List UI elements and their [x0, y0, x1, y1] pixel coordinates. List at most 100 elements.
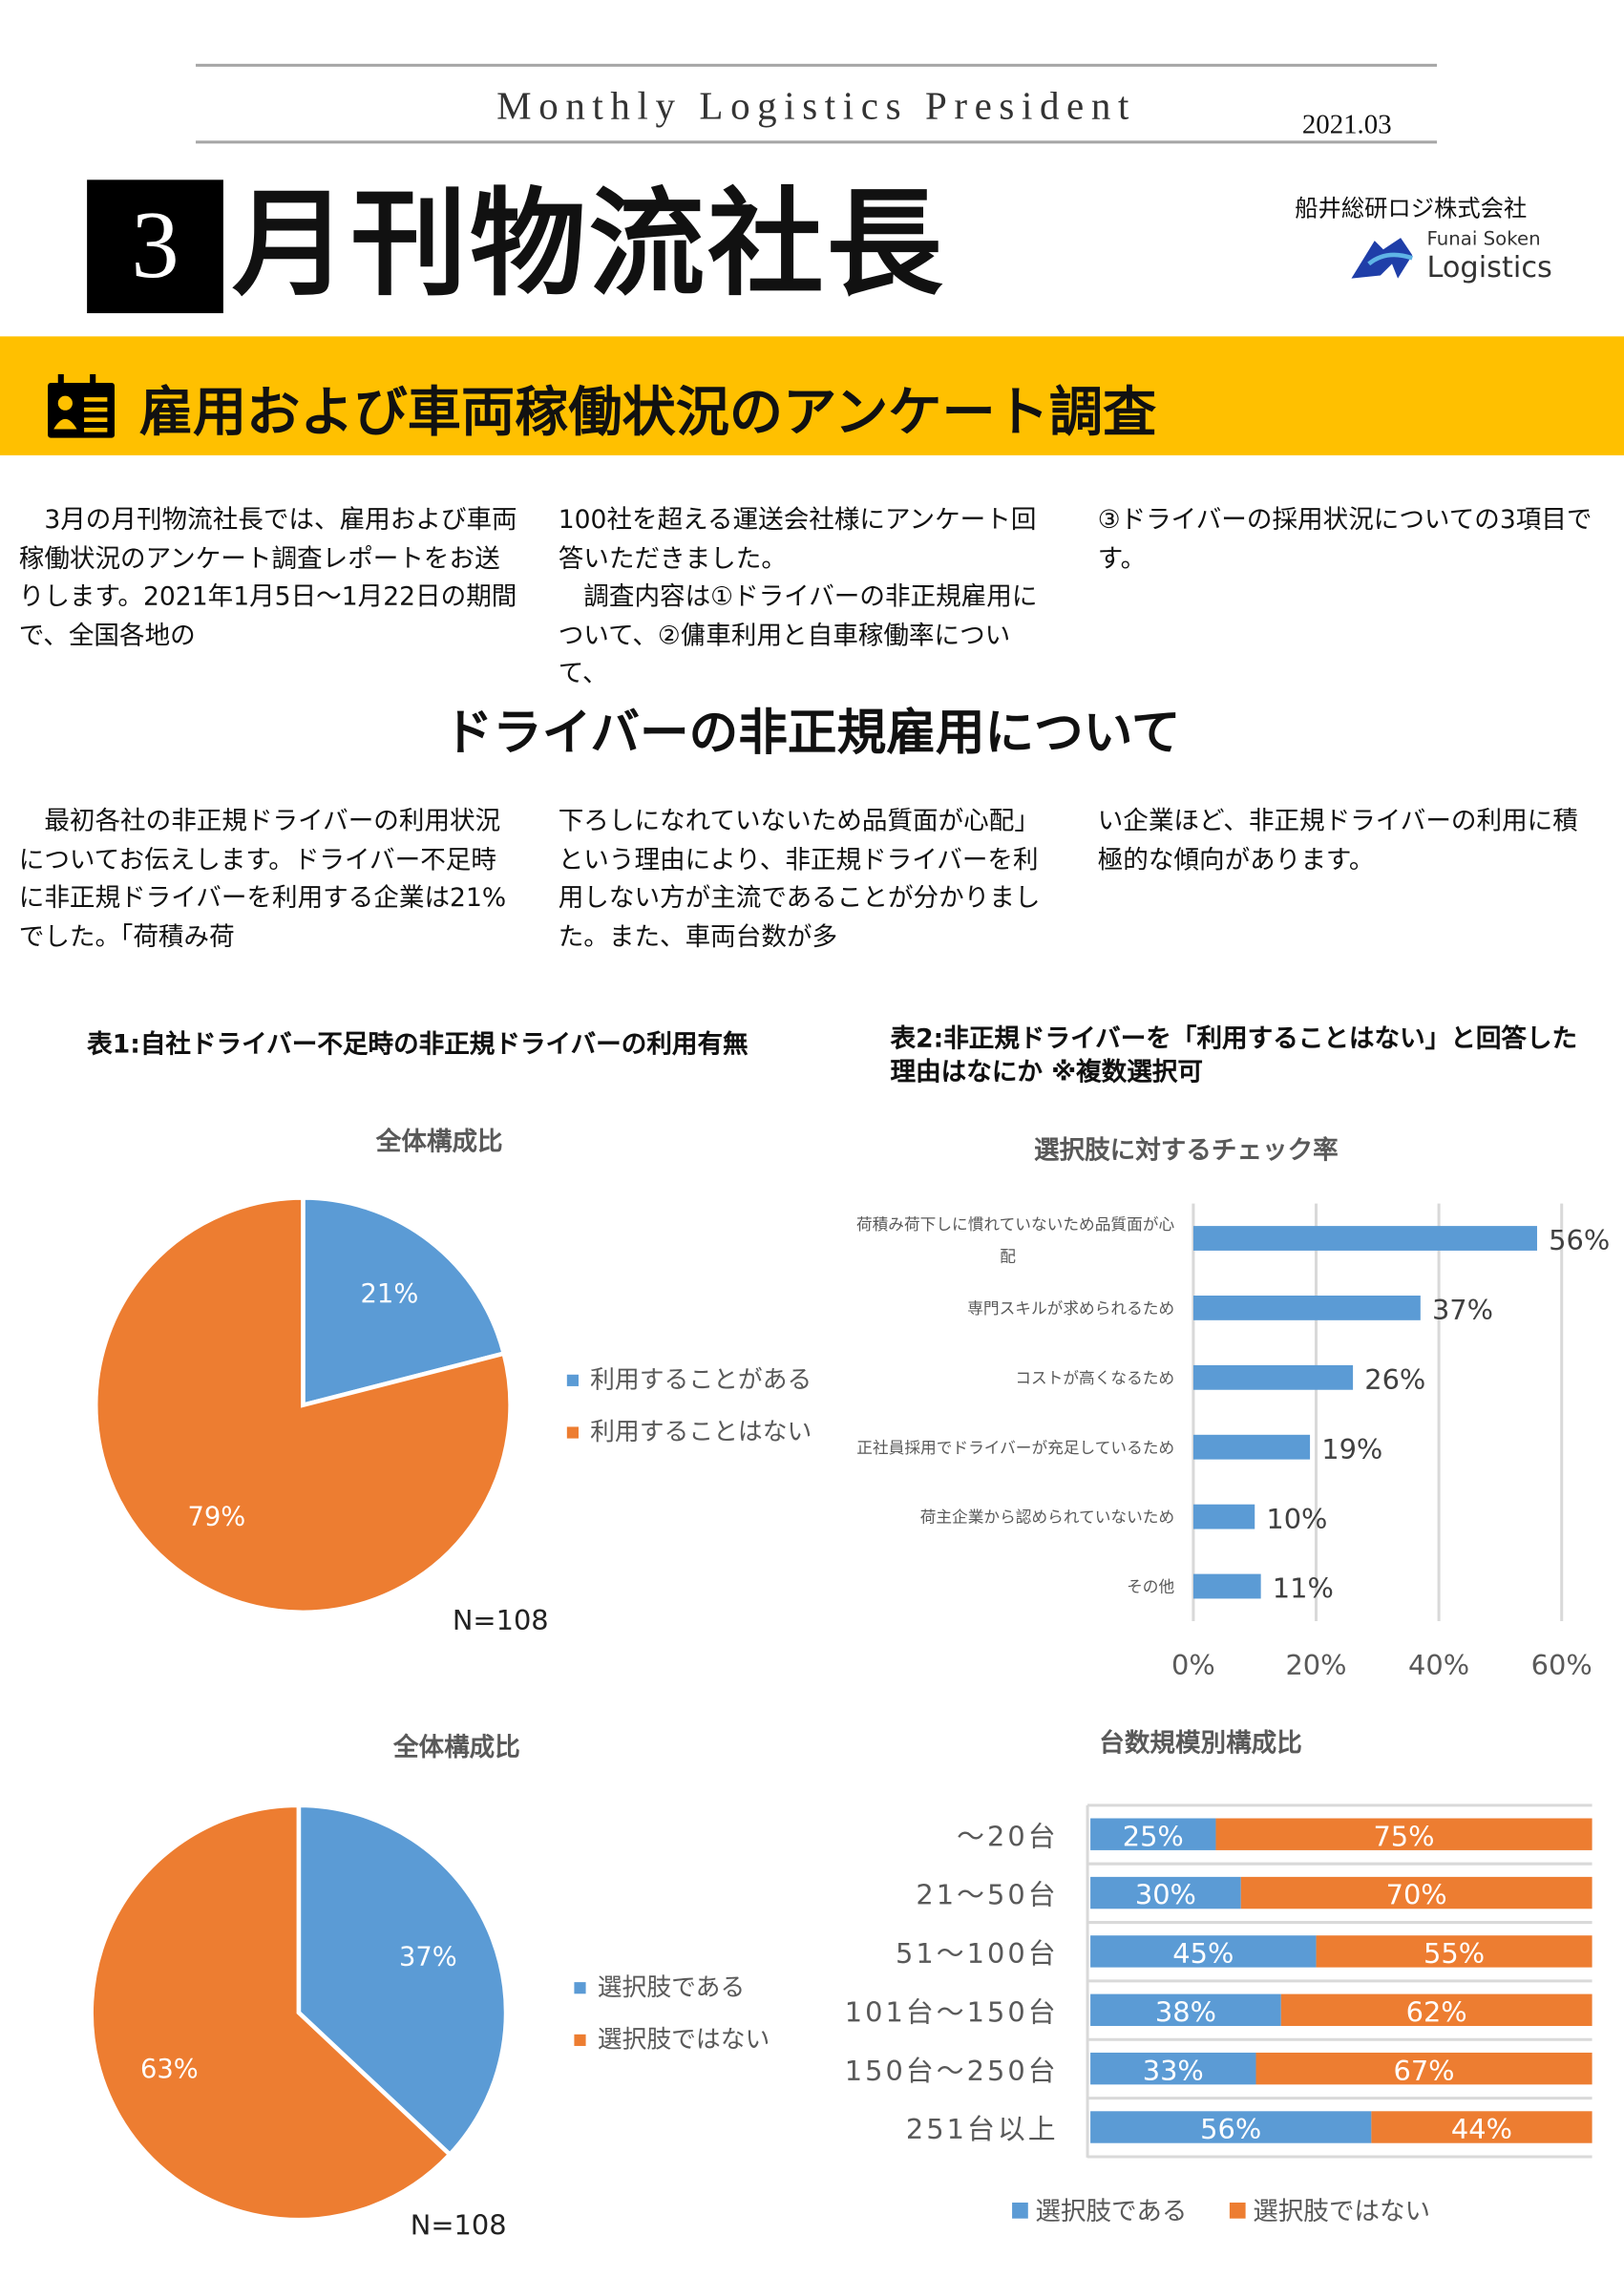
bar: [1192, 1434, 1311, 1460]
pie-data-label: 21%: [361, 1279, 419, 1309]
legend-label: 選択肢ではない: [1253, 2197, 1430, 2226]
stacked-bar-segment: [1215, 1818, 1592, 1850]
category-label: 荷主企業から認められていないため: [920, 1508, 1174, 1527]
legend-label: 利用することがある: [590, 1365, 812, 1394]
sample-size-note: N=108: [453, 1604, 549, 1636]
bar: [1192, 1226, 1537, 1251]
company-name: 船井総研ロジ株式会社: [1295, 194, 1528, 222]
category-label: コストが高くなるため: [1015, 1368, 1174, 1387]
bar-data-label: 56%: [1549, 1224, 1610, 1256]
pie-data-label: 63%: [140, 2055, 199, 2084]
legend-swatch: [1229, 2202, 1246, 2219]
segment-data-label: 62%: [1406, 1995, 1467, 2028]
pie-slice: [89, 1803, 453, 2223]
section-col-3: い企業ほど、非正規ドライバーの利用に積極的な傾向があります。: [1097, 807, 1578, 875]
intro-col-2: 100社を超える運送会社様にアンケート回答いただきました。 調査内容は①ドライバ…: [558, 506, 1038, 689]
table2-caption: 表2:非正規ドライバーを「利用することはない」と回答した理由はなにか ※複数選択…: [890, 1024, 1578, 1088]
category-label: 251台以上: [906, 2113, 1059, 2145]
pie-slice: [301, 1195, 507, 1408]
stacked-bar-segment: [1280, 1993, 1592, 2026]
section-title: ドライバーの非正規雇用について: [443, 705, 1181, 763]
legend-label: 利用することはない: [590, 1418, 812, 1446]
banner: [0, 336, 1624, 455]
segment-data-label: 55%: [1424, 1937, 1485, 1970]
stacked-bar-segment: [1090, 1935, 1317, 1968]
pie-data-label: 37%: [399, 1942, 457, 1972]
chart-title: 全体構成比: [375, 1127, 503, 1156]
category-label: 21〜50台: [916, 1879, 1058, 1911]
stacked-bar-segment: [1240, 1876, 1592, 1909]
newsletter-title: 月刊物流社長: [232, 175, 946, 312]
logo-wave-icon: [1351, 238, 1413, 279]
pie-data-label: 79%: [188, 1502, 246, 1531]
legend-label: 選択肢である: [1035, 2197, 1187, 2226]
chart-title: 全体構成比: [392, 1733, 520, 1762]
segment-data-label: 38%: [1155, 1995, 1216, 2028]
legend-label: 選択肢ではない: [598, 2025, 770, 2054]
stacked-bar-segment: [1090, 2111, 1372, 2143]
category-label: 正社員採用でドライバーが充足しているため: [856, 1438, 1174, 1457]
segment-data-label: 33%: [1143, 2055, 1204, 2087]
bar: [1192, 1504, 1255, 1529]
category-label-wrap: 配: [1000, 1246, 1016, 1265]
bar-data-label: 11%: [1273, 1572, 1334, 1605]
section-col-1: 最初各社の非正規ドライバーの利用状況についてお伝えします。ドライバー不足時に非正…: [18, 807, 507, 953]
category-label: その他: [1127, 1577, 1174, 1596]
axis-tick-label: 20%: [1285, 1649, 1346, 1681]
chart-title: 選択肢に対するチェック率: [1034, 1135, 1339, 1165]
category-label: 150台〜250台: [845, 2055, 1059, 2087]
intro-col-3: ③ドライバーの採用状況についての3項目です。: [1097, 506, 1592, 574]
stacked-bar-segment: [1316, 1935, 1592, 1968]
segment-data-label: 70%: [1386, 1879, 1447, 1911]
chart-title: 台数規模別構成比: [1099, 1729, 1302, 1759]
legend-swatch: [1012, 2202, 1028, 2219]
segment-data-label: 56%: [1200, 2113, 1261, 2145]
divider: [196, 63, 1438, 67]
bar: [1192, 1573, 1261, 1599]
category-label: 101台〜150台: [845, 1995, 1059, 2028]
bar-data-label: 19%: [1321, 1433, 1382, 1466]
intro-col-1: 3月の月刊物流社長では、雇用および車両稼働状況のアンケート調査レポートをお送りし…: [18, 506, 517, 651]
bar-data-label: 37%: [1432, 1294, 1493, 1326]
stacked-bar-segment: [1090, 1876, 1241, 1909]
table1-caption: 表1:自社ドライバー不足時の非正規ドライバーの利用有無: [87, 1030, 749, 1061]
bar: [1192, 1364, 1354, 1390]
segment-data-label: 75%: [1373, 1820, 1434, 1852]
bar-data-label: 10%: [1266, 1503, 1327, 1535]
segment-data-label: 45%: [1172, 1937, 1234, 1970]
segment-data-label: 30%: [1135, 1879, 1196, 1911]
bar-data-label: 26%: [1364, 1363, 1425, 1396]
issue-number: 3: [87, 179, 223, 314]
stacked-bar-segment: [1090, 2052, 1256, 2085]
legend-swatch: [566, 1374, 579, 1386]
legend-label: 選択肢である: [598, 1973, 746, 2002]
divider: [196, 140, 1438, 144]
stacked-bar-segment: [1090, 1818, 1216, 1850]
id-badge-icon: [48, 373, 115, 438]
axis-tick-label: 60%: [1531, 1649, 1592, 1681]
pie-slice: [296, 1803, 509, 2158]
segment-data-label: 67%: [1393, 2055, 1454, 2087]
legend-swatch: [574, 1982, 586, 1994]
stacked-bar-segment: [1090, 1993, 1281, 2026]
stacked-bar-segment: [1371, 2111, 1592, 2143]
issue-date: 2021.03: [1301, 110, 1392, 141]
masthead: Monthly Logistics President: [496, 84, 1136, 128]
axis-tick-label: 0%: [1171, 1649, 1215, 1681]
axis-tick-label: 40%: [1408, 1649, 1469, 1681]
sample-size-note: N=108: [411, 2208, 507, 2241]
segment-data-label: 25%: [1123, 1820, 1184, 1852]
legend-swatch: [566, 1426, 579, 1439]
banner-title: 雇用および車両稼働状況のアンケート調査: [138, 379, 1157, 444]
bar: [1192, 1296, 1421, 1320]
pie-slice: [93, 1195, 513, 1615]
stacked-bar-segment: [1255, 2052, 1592, 2085]
logo-text-top: Funai Soken: [1426, 228, 1541, 251]
category-label: 51〜100台: [896, 1937, 1059, 1970]
section-col-2: 下ろしになれていないため品質面が心配」という理由により、非正規ドライバーを利用し…: [558, 807, 1041, 953]
segment-data-label: 44%: [1451, 2113, 1512, 2145]
category-label: 荷積み荷下しに慣れていないため品質面が心: [856, 1214, 1175, 1234]
category-label: 〜20台: [957, 1820, 1059, 1852]
